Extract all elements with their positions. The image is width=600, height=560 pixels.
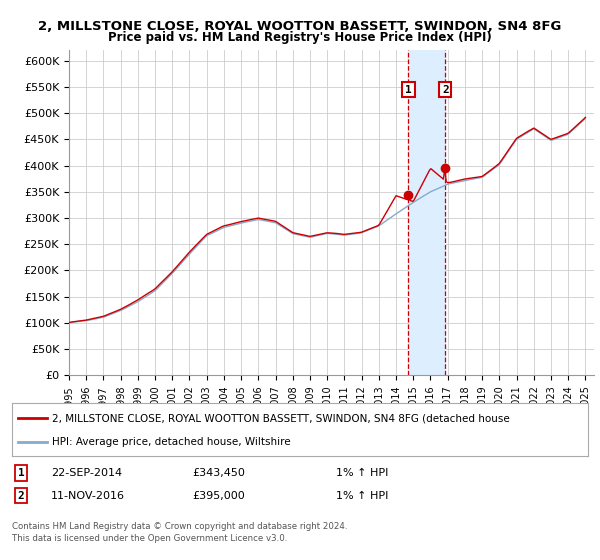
Text: 11-NOV-2016: 11-NOV-2016 — [51, 491, 125, 501]
Text: 2: 2 — [17, 491, 25, 501]
Text: 2: 2 — [442, 85, 449, 95]
Text: £343,450: £343,450 — [192, 468, 245, 478]
Text: 1: 1 — [17, 468, 25, 478]
Text: Contains HM Land Registry data © Crown copyright and database right 2024.: Contains HM Land Registry data © Crown c… — [12, 522, 347, 531]
Text: 1: 1 — [405, 85, 412, 95]
Text: 22-SEP-2014: 22-SEP-2014 — [51, 468, 122, 478]
Text: 1% ↑ HPI: 1% ↑ HPI — [336, 491, 388, 501]
Text: 1% ↑ HPI: 1% ↑ HPI — [336, 468, 388, 478]
Text: 2, MILLSTONE CLOSE, ROYAL WOOTTON BASSETT, SWINDON, SN4 8FG (detached house: 2, MILLSTONE CLOSE, ROYAL WOOTTON BASSET… — [52, 413, 510, 423]
Text: Price paid vs. HM Land Registry's House Price Index (HPI): Price paid vs. HM Land Registry's House … — [108, 31, 492, 44]
Text: £395,000: £395,000 — [192, 491, 245, 501]
Text: 2, MILLSTONE CLOSE, ROYAL WOOTTON BASSETT, SWINDON, SN4 8FG: 2, MILLSTONE CLOSE, ROYAL WOOTTON BASSET… — [38, 20, 562, 32]
Text: HPI: Average price, detached house, Wiltshire: HPI: Average price, detached house, Wilt… — [52, 436, 291, 446]
Text: This data is licensed under the Open Government Licence v3.0.: This data is licensed under the Open Gov… — [12, 534, 287, 543]
Bar — [409, 50, 445, 375]
